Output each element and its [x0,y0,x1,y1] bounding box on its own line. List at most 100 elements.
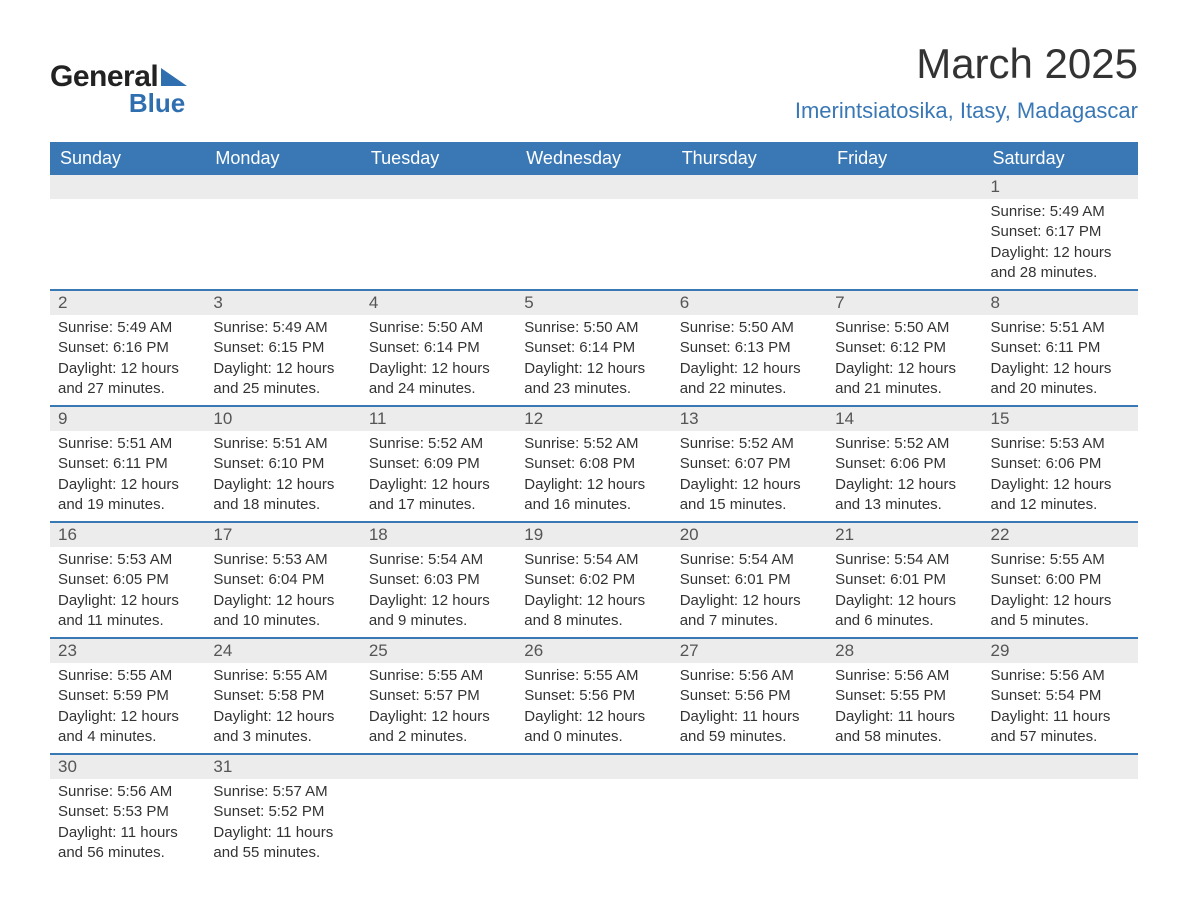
day-number: 5 [516,291,671,315]
day-line: Daylight: 12 hours and 28 minutes. [991,243,1130,284]
calendar-cell: 22Sunrise: 5:55 AMSunset: 6:00 PMDayligh… [983,522,1138,638]
day-number [361,755,516,779]
day-line: Daylight: 11 hours and 59 minutes. [680,707,819,748]
day-line: Sunset: 6:17 PM [991,222,1130,242]
day-number: 23 [50,639,205,663]
day-line: Sunset: 6:14 PM [524,338,663,358]
calendar-cell: 23Sunrise: 5:55 AMSunset: 5:59 PMDayligh… [50,638,205,754]
day-line: Daylight: 11 hours and 56 minutes. [58,823,197,864]
day-line: Sunset: 6:07 PM [680,454,819,474]
day-line: Daylight: 12 hours and 17 minutes. [369,475,508,516]
calendar-table: SundayMondayTuesdayWednesdayThursdayFrid… [50,142,1138,869]
day-body: Sunrise: 5:52 AMSunset: 6:07 PMDaylight:… [672,431,827,521]
calendar-cell: 29Sunrise: 5:56 AMSunset: 5:54 PMDayligh… [983,638,1138,754]
day-line: Daylight: 12 hours and 24 minutes. [369,359,508,400]
day-line: Sunrise: 5:52 AM [369,434,508,454]
day-line: Sunrise: 5:56 AM [58,782,197,802]
day-number: 19 [516,523,671,547]
day-line: Sunrise: 5:49 AM [991,202,1130,222]
calendar-cell: 14Sunrise: 5:52 AMSunset: 6:06 PMDayligh… [827,406,982,522]
day-number: 15 [983,407,1138,431]
calendar-body: 1Sunrise: 5:49 AMSunset: 6:17 PMDaylight… [50,175,1138,869]
day-line: Sunrise: 5:50 AM [680,318,819,338]
day-line: Sunset: 6:09 PM [369,454,508,474]
day-number: 31 [205,755,360,779]
calendar-cell: 10Sunrise: 5:51 AMSunset: 6:10 PMDayligh… [205,406,360,522]
day-line: Daylight: 12 hours and 22 minutes. [680,359,819,400]
day-line: Sunset: 5:52 PM [213,802,352,822]
day-line: Sunset: 5:56 PM [680,686,819,706]
calendar-cell: 19Sunrise: 5:54 AMSunset: 6:02 PMDayligh… [516,522,671,638]
day-of-week-header: Tuesday [361,142,516,175]
calendar-cell [50,175,205,290]
day-number [516,175,671,199]
calendar-cell: 24Sunrise: 5:55 AMSunset: 5:58 PMDayligh… [205,638,360,754]
day-line: Sunset: 5:58 PM [213,686,352,706]
day-line: Sunrise: 5:56 AM [835,666,974,686]
day-line: Sunrise: 5:52 AM [524,434,663,454]
day-line: Sunset: 6:06 PM [991,454,1130,474]
calendar-head: SundayMondayTuesdayWednesdayThursdayFrid… [50,142,1138,175]
day-line: Daylight: 12 hours and 23 minutes. [524,359,663,400]
day-line: Daylight: 12 hours and 10 minutes. [213,591,352,632]
calendar-cell: 2Sunrise: 5:49 AMSunset: 6:16 PMDaylight… [50,290,205,406]
day-body: Sunrise: 5:50 AMSunset: 6:12 PMDaylight:… [827,315,982,405]
day-line: Sunset: 5:54 PM [991,686,1130,706]
day-body [516,779,671,859]
day-body: Sunrise: 5:53 AMSunset: 6:06 PMDaylight:… [983,431,1138,521]
day-number [672,755,827,779]
day-body: Sunrise: 5:55 AMSunset: 5:57 PMDaylight:… [361,663,516,753]
day-line: Daylight: 12 hours and 27 minutes. [58,359,197,400]
day-of-week-header: Sunday [50,142,205,175]
day-number: 18 [361,523,516,547]
day-line: Daylight: 12 hours and 9 minutes. [369,591,508,632]
day-line: Sunset: 6:16 PM [58,338,197,358]
day-body: Sunrise: 5:54 AMSunset: 6:01 PMDaylight:… [827,547,982,637]
day-line: Daylight: 12 hours and 6 minutes. [835,591,974,632]
day-line: Sunset: 6:08 PM [524,454,663,474]
day-line: Sunrise: 5:57 AM [213,782,352,802]
day-body: Sunrise: 5:56 AMSunset: 5:53 PMDaylight:… [50,779,205,869]
calendar-cell: 31Sunrise: 5:57 AMSunset: 5:52 PMDayligh… [205,754,360,869]
day-line: Sunrise: 5:51 AM [58,434,197,454]
calendar-week: 16Sunrise: 5:53 AMSunset: 6:05 PMDayligh… [50,522,1138,638]
day-body: Sunrise: 5:51 AMSunset: 6:10 PMDaylight:… [205,431,360,521]
day-number: 11 [361,407,516,431]
calendar-cell: 28Sunrise: 5:56 AMSunset: 5:55 PMDayligh… [827,638,982,754]
day-number: 24 [205,639,360,663]
day-line: Sunrise: 5:56 AM [991,666,1130,686]
calendar-cell: 13Sunrise: 5:52 AMSunset: 6:07 PMDayligh… [672,406,827,522]
day-line: Sunset: 6:06 PM [835,454,974,474]
day-body: Sunrise: 5:50 AMSunset: 6:13 PMDaylight:… [672,315,827,405]
day-line: Daylight: 12 hours and 11 minutes. [58,591,197,632]
calendar-cell: 26Sunrise: 5:55 AMSunset: 5:56 PMDayligh… [516,638,671,754]
day-line: Sunrise: 5:53 AM [58,550,197,570]
day-number [516,755,671,779]
day-number [50,175,205,199]
calendar-cell: 17Sunrise: 5:53 AMSunset: 6:04 PMDayligh… [205,522,360,638]
day-of-week-header: Monday [205,142,360,175]
day-number: 2 [50,291,205,315]
calendar-week: 9Sunrise: 5:51 AMSunset: 6:11 PMDaylight… [50,406,1138,522]
day-number: 20 [672,523,827,547]
day-number: 30 [50,755,205,779]
day-line: Sunset: 5:55 PM [835,686,974,706]
day-body [672,199,827,279]
day-number: 8 [983,291,1138,315]
day-line: Sunrise: 5:54 AM [524,550,663,570]
day-number [672,175,827,199]
calendar-cell [672,175,827,290]
day-number: 22 [983,523,1138,547]
day-line: Sunset: 6:12 PM [835,338,974,358]
calendar-cell [516,175,671,290]
day-of-week-row: SundayMondayTuesdayWednesdayThursdayFrid… [50,142,1138,175]
day-number: 26 [516,639,671,663]
day-number: 14 [827,407,982,431]
day-line: Sunset: 6:00 PM [991,570,1130,590]
day-body: Sunrise: 5:53 AMSunset: 6:04 PMDaylight:… [205,547,360,637]
day-line: Sunset: 6:04 PM [213,570,352,590]
day-line: Sunrise: 5:53 AM [991,434,1130,454]
day-body: Sunrise: 5:50 AMSunset: 6:14 PMDaylight:… [361,315,516,405]
day-line: Sunset: 6:13 PM [680,338,819,358]
day-of-week-header: Wednesday [516,142,671,175]
